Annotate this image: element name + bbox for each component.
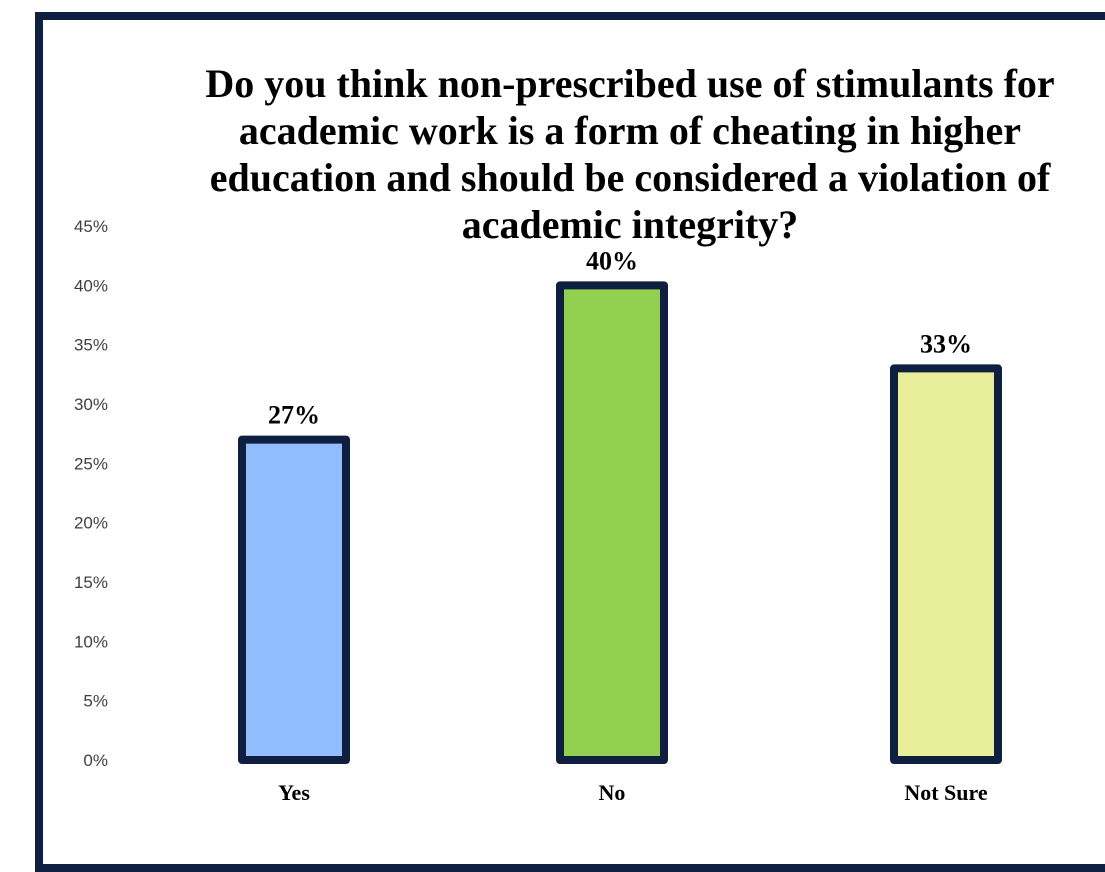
y-tick-label: 40% [74,276,108,295]
x-tick-label: Yes [278,780,310,805]
y-tick-label: 5% [83,692,108,711]
chart-plot: 0% 5% 10% 15% 20% 25% 30% 35% 40% 45% 27% Yes 40% No 3… [74,217,1002,805]
data-label: 27% [268,401,320,430]
bar-yes [238,435,350,764]
data-label: 33% [920,329,972,358]
y-tick-label: 0% [83,751,108,770]
y-tick-label: 35% [74,336,108,355]
y-tick-label: 20% [74,514,108,533]
data-label: 40% [586,246,638,275]
x-tick-label: No [599,780,626,805]
y-tick-label: 10% [74,632,108,651]
y-tick-label: 15% [74,573,108,592]
y-tick-label: 45% [74,217,108,236]
y-tick-label: 30% [74,395,108,414]
bar-not-sure [890,364,1002,764]
y-tick-label: 25% [74,454,108,473]
x-tick-label: Not Sure [904,780,988,805]
chart-title: Do you think non-prescribed use of stimu… [205,61,1055,247]
bar-no [556,281,668,764]
